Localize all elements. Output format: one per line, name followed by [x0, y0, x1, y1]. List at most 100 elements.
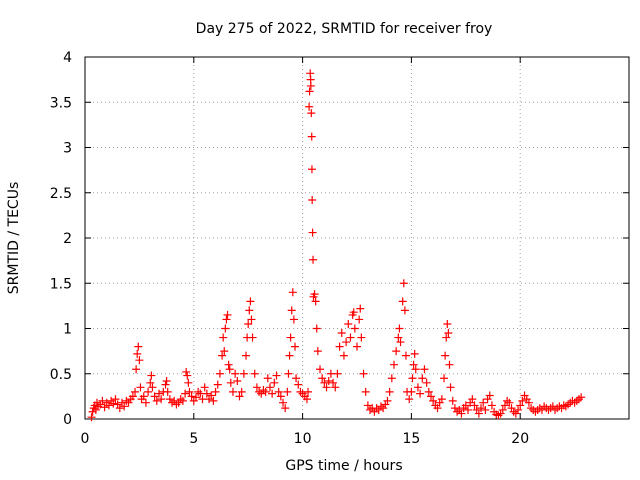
data-point	[162, 376, 171, 385]
data-point	[448, 396, 457, 405]
data-point	[261, 387, 270, 396]
data-point	[308, 228, 317, 237]
y-tick-label: 2.5	[50, 186, 72, 202]
data-point	[353, 342, 361, 351]
data-point	[154, 389, 163, 398]
data-point	[433, 404, 442, 413]
data-point	[288, 288, 297, 297]
data-points	[87, 69, 586, 422]
data-point	[281, 404, 290, 413]
data-point	[163, 387, 172, 396]
data-point	[344, 319, 353, 328]
x-tick-label: 0	[81, 431, 90, 447]
data-point	[445, 360, 454, 369]
data-point	[220, 347, 229, 356]
data-point	[468, 395, 477, 404]
data-point	[308, 195, 317, 204]
data-point	[322, 383, 331, 392]
data-point	[139, 392, 148, 401]
data-point	[226, 378, 235, 387]
data-point	[223, 310, 232, 319]
data-point	[470, 401, 479, 410]
y-tick-label: 0	[63, 412, 72, 428]
data-point	[331, 383, 340, 392]
data-point	[356, 304, 365, 313]
y-axis-label: SRMTID / TECUs	[6, 182, 22, 295]
data-point	[248, 333, 257, 342]
data-point	[309, 255, 318, 264]
data-point	[219, 333, 228, 342]
data-point	[324, 376, 333, 385]
data-point	[183, 371, 192, 380]
data-point	[357, 333, 366, 342]
data-point	[111, 395, 120, 404]
data-point	[104, 401, 113, 410]
data-point	[335, 342, 344, 351]
data-point	[268, 389, 277, 398]
data-point	[463, 405, 472, 414]
chart-title: Day 275 of 2022, SRMTID for receiver fro…	[196, 21, 493, 37]
x-tick-label: 10	[294, 431, 312, 447]
data-point	[221, 324, 230, 333]
data-point	[444, 329, 453, 338]
data-point	[429, 396, 438, 405]
data-point	[339, 351, 348, 360]
data-point	[516, 401, 525, 410]
data-point	[181, 389, 190, 398]
data-point	[387, 374, 396, 383]
data-point	[487, 401, 496, 410]
data-point	[128, 392, 137, 401]
data-point	[410, 349, 419, 358]
data-point	[224, 360, 233, 369]
data-point	[426, 392, 435, 401]
data-point	[286, 333, 295, 342]
y-tick-label: 3.5	[50, 95, 72, 111]
data-point	[461, 401, 470, 410]
data-point	[355, 315, 364, 324]
data-point	[131, 387, 140, 396]
data-point	[245, 306, 254, 315]
data-point	[161, 380, 170, 389]
data-point	[440, 374, 449, 383]
data-point	[290, 342, 299, 351]
data-point	[136, 383, 145, 392]
y-tick-label: 4	[63, 50, 72, 66]
data-point	[505, 398, 514, 407]
data-point	[407, 387, 416, 396]
data-point	[132, 365, 141, 374]
data-point	[411, 365, 420, 374]
data-point	[263, 374, 272, 383]
data-point	[207, 391, 216, 400]
data-point	[135, 356, 144, 365]
data-point	[87, 413, 96, 422]
data-point	[398, 297, 407, 306]
data-point	[228, 387, 237, 396]
data-point	[152, 396, 161, 405]
data-point	[342, 338, 351, 347]
data-point	[302, 395, 311, 404]
data-point	[279, 398, 288, 407]
data-point	[272, 371, 281, 380]
y-tick-label: 1	[63, 322, 72, 338]
data-point	[237, 387, 246, 396]
data-point	[148, 383, 157, 392]
data-point	[422, 378, 431, 387]
data-point	[209, 396, 218, 405]
data-point	[276, 392, 285, 401]
data-point	[144, 387, 153, 396]
data-point	[395, 324, 404, 333]
data-point	[246, 297, 255, 306]
data-point	[474, 409, 483, 418]
data-point	[437, 395, 446, 404]
data-point	[446, 383, 455, 392]
data-point	[242, 351, 251, 360]
data-point	[305, 102, 314, 111]
data-point	[401, 351, 410, 360]
y-tick-label: 2	[63, 231, 72, 247]
data-point	[420, 365, 429, 374]
data-point	[400, 306, 409, 315]
data-point	[185, 387, 194, 396]
data-point	[443, 319, 452, 328]
data-point	[409, 360, 418, 369]
